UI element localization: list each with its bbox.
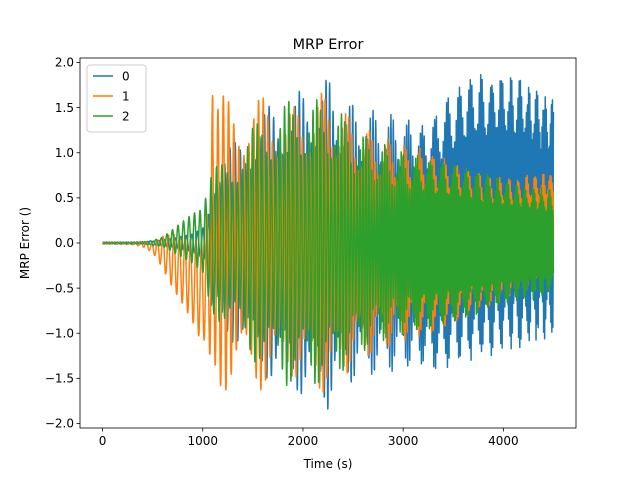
series-line-2 [102,98,555,387]
y-tick-label: −1.5 [45,372,74,386]
x-tick-label: 0 [99,434,107,448]
series-layer [102,73,555,410]
x-axis-ticks: 0 1000 2000 3000 4000 [99,428,519,448]
legend: 0 1 2 [86,64,147,133]
chart-title: MRP Error [293,37,364,53]
y-axis-label: MRP Error () [18,207,32,279]
x-axis-label: Time (s) [303,457,353,471]
y-tick-label: −2.0 [45,417,74,431]
x-tick-label: 2000 [288,434,319,448]
y-tick-label: 0.0 [55,236,74,250]
x-tick-label: 3000 [388,434,419,448]
legend-label: 0 [122,70,130,84]
y-tick-label: 1.5 [55,101,74,115]
y-tick-label: 2.0 [55,56,74,70]
y-tick-label: 0.5 [55,191,74,205]
legend-label: 1 [122,90,130,104]
y-tick-label: −0.5 [45,281,74,295]
legend-items: 0 1 2 [93,70,130,124]
legend-box [86,64,147,133]
legend-label: 2 [122,110,130,124]
y-tick-label: −1.0 [45,326,74,340]
y-tick-label: 1.0 [55,146,74,160]
y-axis-ticks: −2.0 −1.5 −1.0 −0.5 0.0 0.5 1.0 1.5 2.0 [45,56,80,431]
x-tick-label: 1000 [187,434,218,448]
x-tick-label: 4000 [488,434,519,448]
plot-area [79,57,577,429]
